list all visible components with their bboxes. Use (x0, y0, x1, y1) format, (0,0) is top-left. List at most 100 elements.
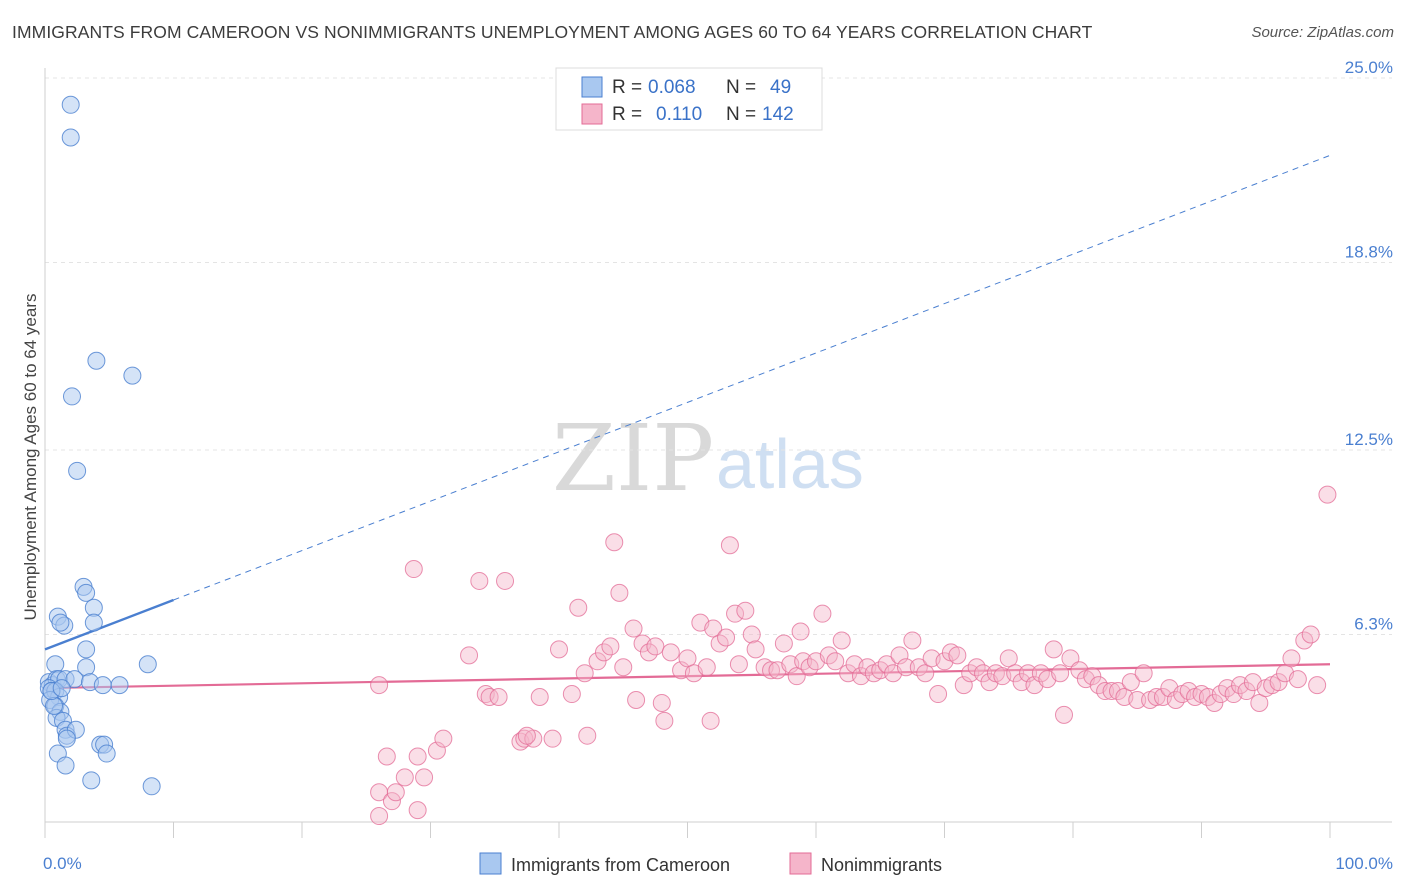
cameroon-point (138, 655, 157, 674)
cameroon-point (110, 676, 129, 695)
cameroon-point (93, 676, 112, 695)
tick-labels: 6.3% 12.5% 18.8% 25.0% 0.0% 100.0% (43, 58, 1393, 873)
nonimmigrants-point (562, 685, 581, 704)
y-tick-label: 12.5% (1345, 430, 1393, 449)
chart-title: IMMIGRANTS FROM CAMEROON VS NONIMMIGRANT… (12, 22, 1093, 42)
nonimmigrants-point (404, 560, 423, 579)
nonimmigrants-point (489, 688, 508, 707)
nonimmigrants-point (974, 664, 993, 683)
nonimmigrants-point (470, 571, 489, 590)
top-legend: R = 0.068 N = 49 R = 0.110 N = 142 (555, 67, 823, 131)
nonimmigrants-point (1318, 485, 1337, 504)
nonimmigrants-point (652, 693, 671, 712)
nonimmigrants-point (929, 685, 948, 704)
nonimmigrants-point (678, 649, 697, 668)
nonimmigrants-point (1083, 667, 1102, 686)
nonimmigrants-point (1269, 673, 1288, 692)
cameroon-point (82, 771, 101, 790)
nonimmigrants-point (1096, 682, 1115, 701)
cameroon-point (84, 613, 103, 632)
source-label: Source: ZipAtlas.com (1251, 24, 1394, 41)
nonimmigrants-point (1051, 664, 1070, 683)
nonimmigrants-point (408, 801, 427, 820)
nonimmigrants-point (726, 604, 745, 623)
cameroon-point (68, 461, 87, 480)
nonimmigrants-point (575, 664, 594, 683)
nonimmigrants-point (1121, 673, 1140, 692)
nonimmigrants-point (1288, 670, 1307, 689)
nonimmigrants-point (1282, 649, 1301, 668)
nonimmigrants-point (386, 783, 405, 802)
x-tick-label-max: 100.0% (1335, 854, 1393, 873)
nonimmigrants-point (916, 664, 935, 683)
nonimmigrants-point (415, 768, 434, 787)
legend-n-value-2: 142 (762, 104, 794, 125)
cameroon-point (61, 95, 80, 114)
nonimmigrants-point (1055, 705, 1074, 724)
nonimmigrants-point (791, 622, 810, 641)
cameroon-points (39, 95, 161, 796)
nonimmigrants-point (569, 598, 588, 617)
watermark-atlas: atlas (716, 425, 864, 503)
nonimmigrants-point (701, 711, 720, 730)
cameroon-point (62, 387, 81, 406)
nonimmigrants-point (729, 655, 748, 674)
cameroon-point (52, 679, 71, 698)
nonimmigrants-point (614, 658, 633, 677)
cameroon-point (97, 744, 116, 763)
nonimmigrants-point (1061, 649, 1080, 668)
nonimmigrants-point (408, 747, 427, 766)
legend-r-label-2: R = (612, 104, 642, 125)
legend-n-label-2: N = (726, 104, 756, 125)
bottom-legend-swatch-blue (479, 852, 502, 875)
nonimmigrants-point (550, 640, 568, 659)
nonimmigrants-point (1019, 664, 1038, 683)
nonimmigrants-point (543, 729, 562, 748)
cameroon-point (77, 640, 96, 659)
bottom-legend-label-nonimmigrants: Nonimmigrants (821, 855, 942, 875)
nonimmigrants-point (434, 729, 453, 748)
nonimmigrants-point (1301, 625, 1320, 644)
nonimmigrants-point (720, 536, 739, 555)
nonimmigrants-point (530, 688, 549, 707)
nonimmigrants-point (877, 655, 896, 674)
nonimmigrants-point (624, 619, 643, 638)
nonimmigrants-point (610, 583, 629, 602)
nonimmigrants-point (787, 667, 806, 686)
nonimmigrants-point (832, 631, 851, 650)
nonimmigrants-point (627, 690, 646, 709)
nonimmigrants-point (1128, 690, 1147, 709)
nonimmigrants-point (1147, 688, 1166, 707)
nonimmigrants-point (736, 601, 755, 620)
nonimmigrants-point (601, 637, 620, 656)
nonimmigrants-points (370, 485, 1337, 826)
bottom-legend-swatch-pink (789, 852, 812, 875)
nonimmigrants-point (813, 604, 832, 623)
cameroon-point (46, 655, 65, 674)
nonimmigrants-point (1205, 693, 1224, 712)
watermark-zip: ZIP (552, 405, 714, 512)
nonimmigrants-point (578, 726, 597, 745)
nonimmigrants-point (903, 631, 922, 650)
legend-n-value-1: 49 (770, 77, 791, 98)
nonimmigrants-point (1237, 682, 1256, 701)
nonimmigrants-point (661, 643, 680, 662)
cameroon-point (44, 696, 63, 715)
nonimmigrants-point (896, 658, 915, 677)
legend-n-label-1: N = (726, 77, 756, 98)
x-tick-label-min: 0.0% (43, 854, 82, 873)
cameroon-point (57, 729, 76, 748)
cameroon-point (142, 777, 161, 796)
nonimmigrants-point (826, 652, 845, 671)
nonimmigrants-point (704, 619, 723, 638)
nonimmigrants-point (697, 658, 716, 677)
nonimmigrants-point (605, 533, 624, 552)
cameroon-trend-line-solid (44, 598, 174, 651)
nonimmigrants-point (742, 625, 761, 644)
nonimmigrants-point (1250, 693, 1269, 712)
cameroon-point (123, 366, 142, 385)
nonimmigrants-point (890, 646, 909, 665)
nonimmigrants-point (1044, 640, 1063, 659)
cameroon-point (61, 128, 80, 147)
